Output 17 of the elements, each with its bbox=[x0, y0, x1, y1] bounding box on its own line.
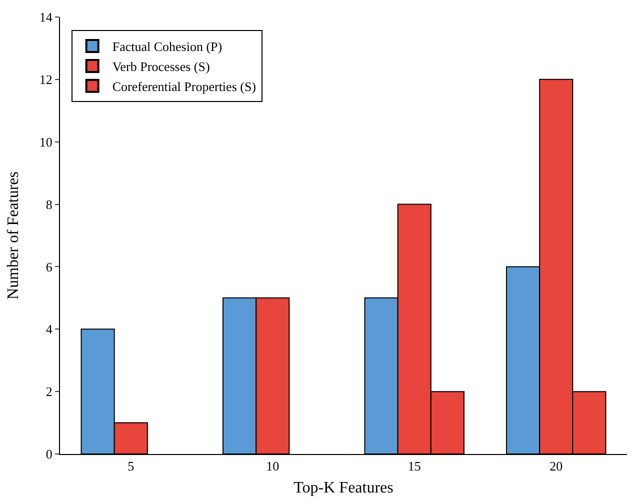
x-tick-label: 15 bbox=[408, 458, 421, 474]
x-tick-label: 5 bbox=[128, 458, 134, 474]
y-tick-label: 10 bbox=[39, 134, 52, 150]
y-tick-label: 14 bbox=[39, 10, 53, 25]
x-tick-label: 10 bbox=[266, 458, 280, 474]
legend-label: Verb Processes (S) bbox=[112, 59, 210, 74]
y-tick-label: 0 bbox=[46, 446, 52, 462]
legend-label: Coreferential Properties (S) bbox=[112, 78, 256, 94]
y-tick-label: 2 bbox=[46, 384, 52, 400]
x-axis-title: Top-K Features bbox=[294, 479, 394, 496]
y-tick-label: 12 bbox=[39, 72, 52, 87]
legend-label: Factual Cohesion (P) bbox=[112, 39, 222, 54]
y-tick-label: 8 bbox=[46, 196, 52, 212]
y-axis-title: Number of Features bbox=[5, 172, 22, 300]
y-tick-label: 4 bbox=[46, 322, 53, 337]
x-tick-label: 20 bbox=[550, 458, 563, 474]
y-tick-label: 6 bbox=[46, 259, 53, 274]
